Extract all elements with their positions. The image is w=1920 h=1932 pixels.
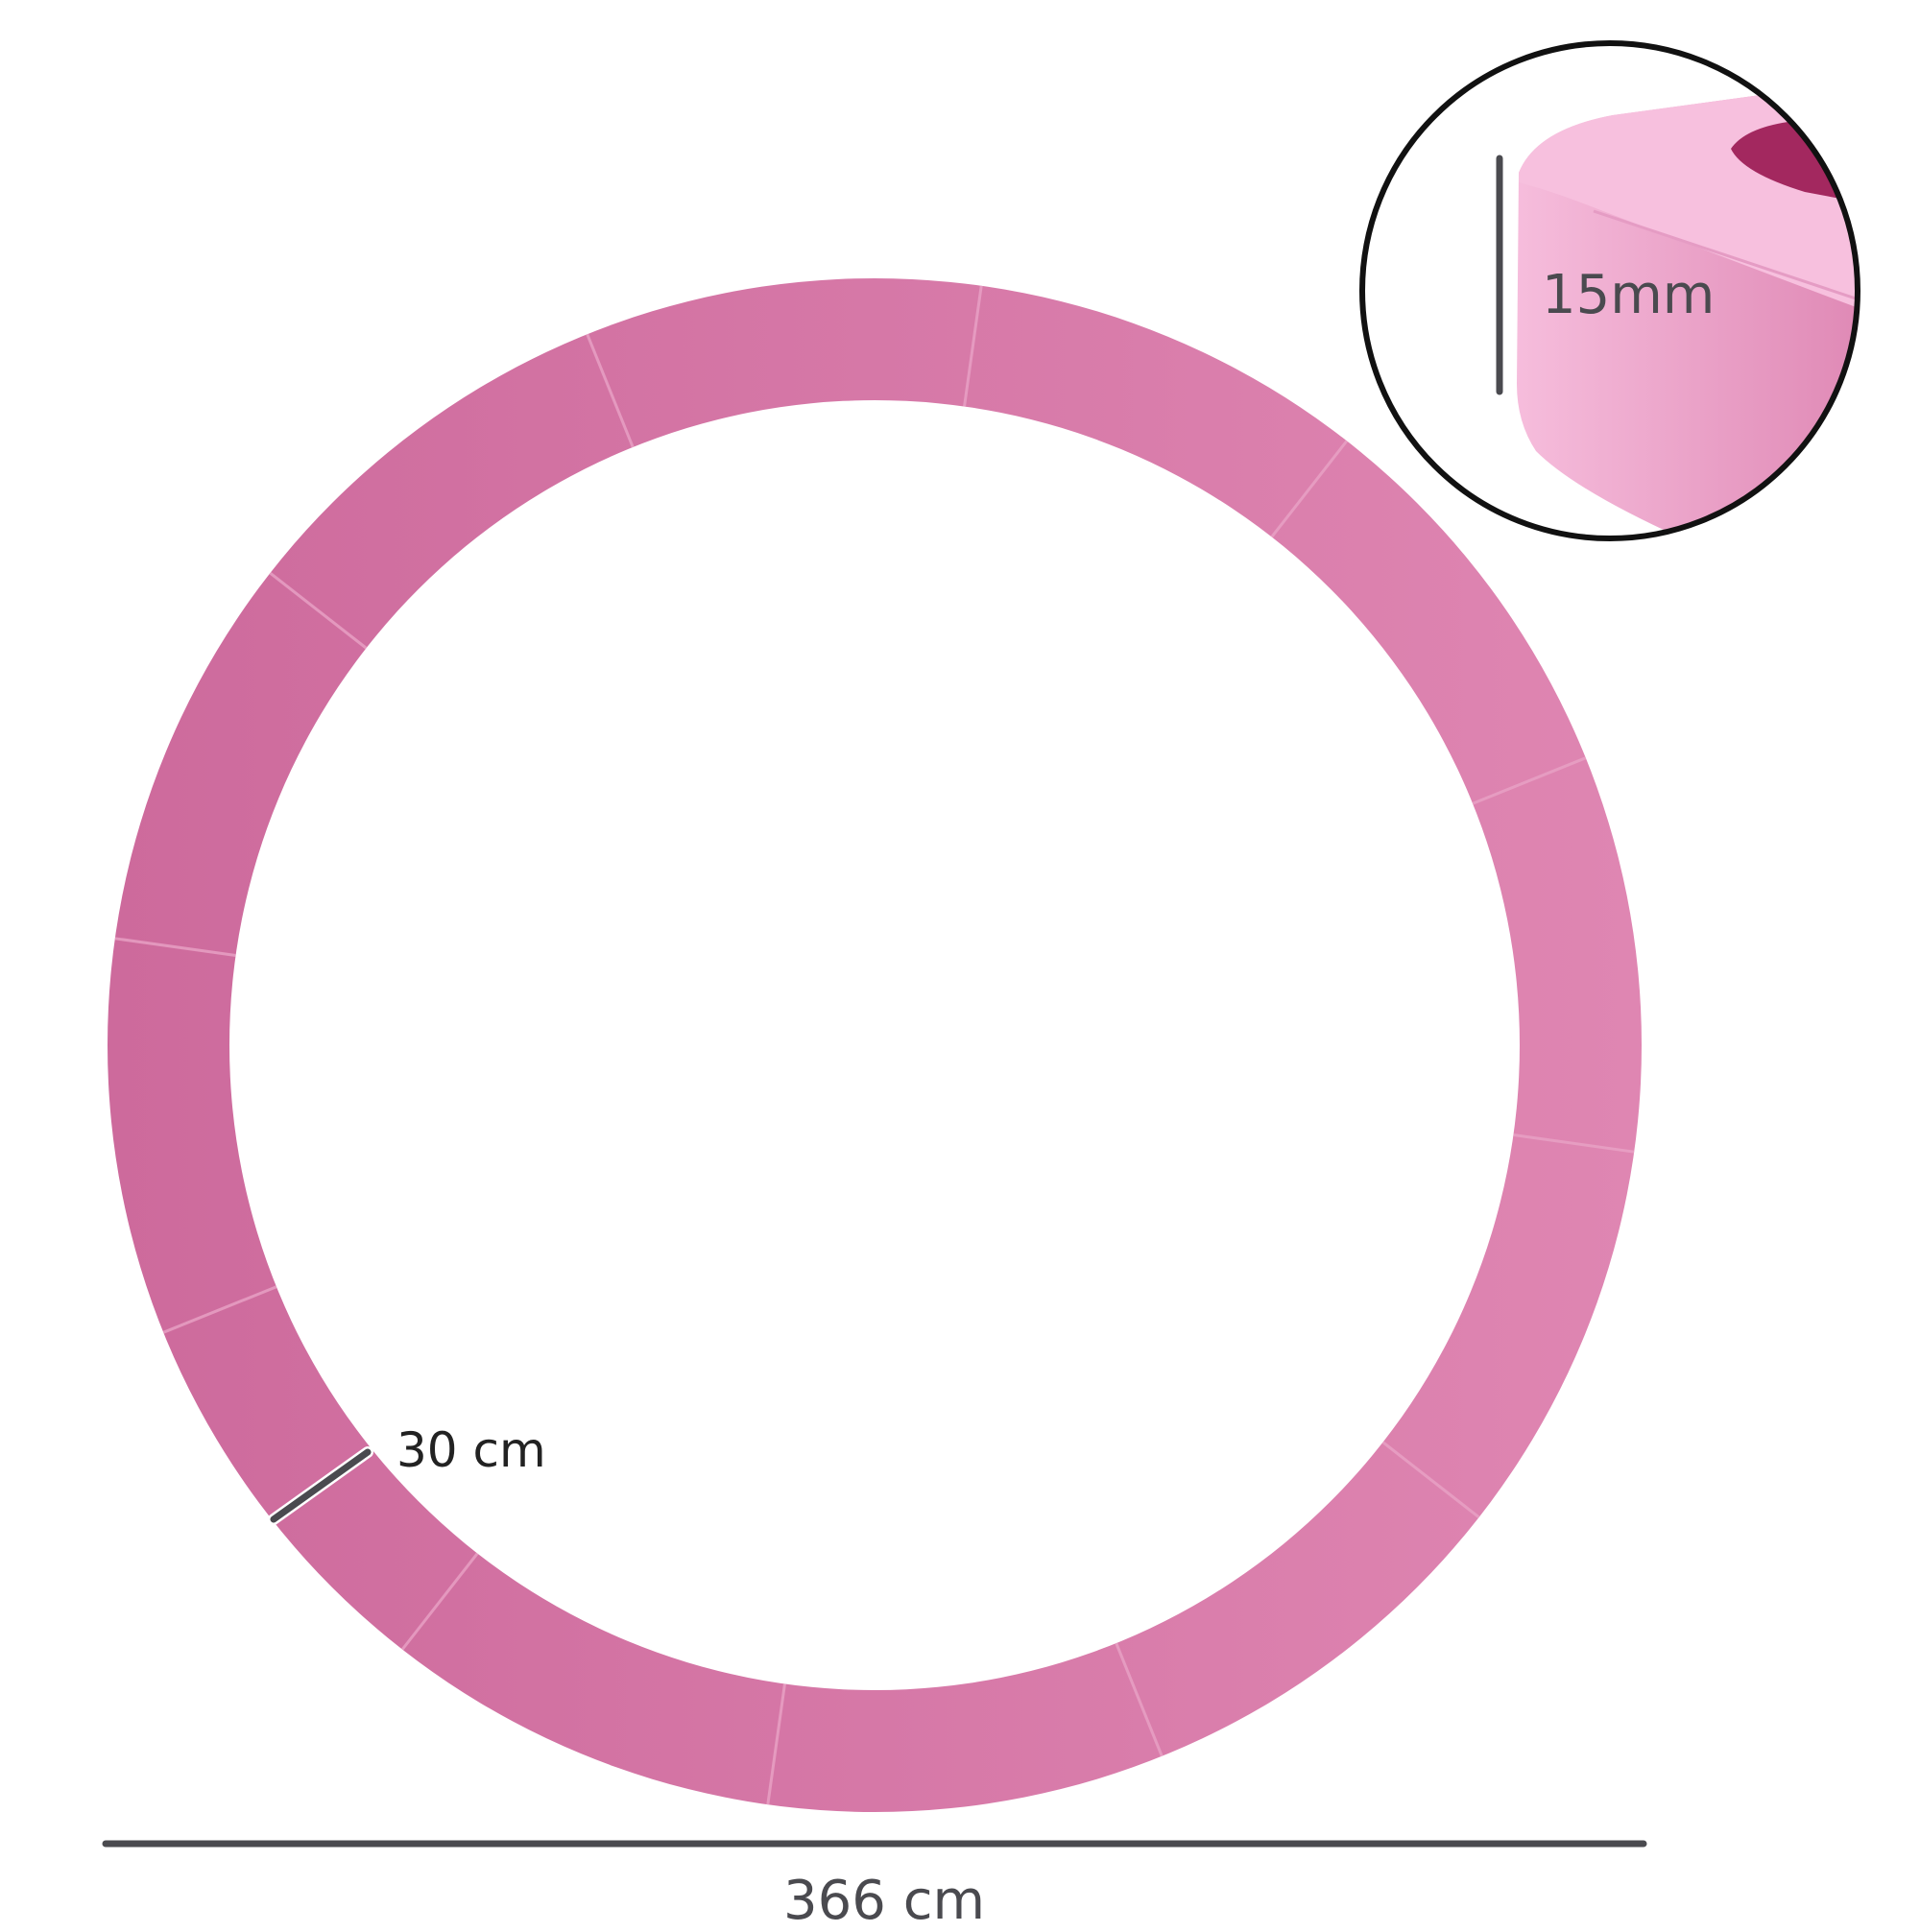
diameter-label: 366 cm <box>783 1870 986 1932</box>
ring-seam <box>1115 1642 1164 1757</box>
ring-seam <box>1381 1441 1480 1519</box>
thickness-label: 15mm <box>1542 264 1716 326</box>
ring-seam <box>1513 1133 1635 1154</box>
width-dimension-line <box>268 1446 373 1525</box>
detail-inset <box>1359 40 1860 541</box>
ring-seam <box>1270 440 1349 538</box>
ring-seam <box>269 571 368 650</box>
ring-seam <box>114 937 236 957</box>
ring-seam <box>1472 756 1587 805</box>
pad-ring <box>108 278 1642 1812</box>
width-label: 30 cm <box>396 1422 546 1478</box>
ring-seam <box>586 333 635 448</box>
ring-seam <box>162 1285 277 1334</box>
detail-inset-border <box>1359 40 1860 541</box>
ring-seam <box>963 285 983 407</box>
ring-seam <box>766 1683 786 1805</box>
ring-seam <box>400 1552 479 1651</box>
